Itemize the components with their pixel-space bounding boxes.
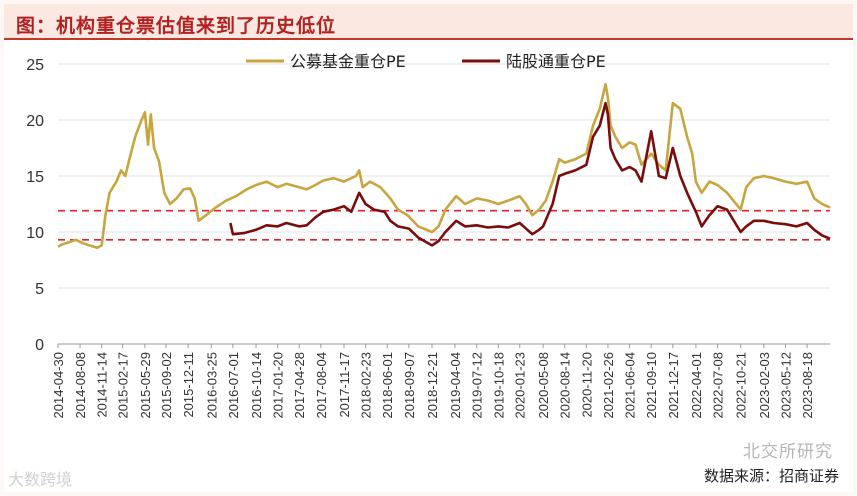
x-tick-label: 2023-08-18 [800,352,815,419]
x-tick-label: 2017-01-20 [271,352,286,419]
x-tick-label: 2015-05-29 [138,352,153,419]
series-group [57,82,831,249]
chart-frame [4,4,853,492]
x-tick-label: 2020-08-14 [558,352,573,419]
x-tick-label: 2014-11-14 [95,352,110,418]
x-tick-label: 2014-04-30 [51,352,66,419]
x-tick-label: 2018-12-21 [425,352,440,419]
legend-label-2: 陆股通重仓PE [506,52,606,71]
x-tick-label: 2022-04-01 [689,352,704,419]
x-tick-label: 2021-09-10 [644,352,659,419]
y-tick-label: 10 [26,225,44,242]
legend-label-1: 公募基金重仓PE [290,52,406,71]
title-bar: 图：机构重仓票估值来到了历史低位 [4,4,853,40]
x-tick-label: 2020-01-23 [513,352,528,419]
x-tick-label: 2015-09-02 [159,352,174,419]
x-tick-label: 2023-02-03 [757,352,772,419]
legend: 公募基金重仓PE 陆股通重仓PE [246,52,606,71]
x-tick-label: 2019-10-18 [491,352,506,419]
axes: 0 5 10 15 20 25 2014-04-30 2014-08-08 2014-11-14… [26,57,830,419]
y-tick-label: 15 [26,169,44,186]
x-tick-label: 2018-06-01 [380,352,395,419]
x-tick-label: 2017-04-28 [292,352,307,419]
x-tick-label: 2015-02-17 [116,352,131,419]
x-tick-label: 2022-07-08 [711,352,726,419]
y-tick-label: 5 [35,281,44,298]
watermark-left: 大数跨境 [8,470,73,489]
x-tick-label: 2016-10-14 [249,352,264,419]
y-tick-label: 20 [26,113,44,130]
x-tick-label: 2022-10-21 [734,352,749,419]
x-tick-label: 2021-06-04 [623,352,638,419]
x-tick-label: 2018-02-23 [359,352,374,419]
x-tick-label: 2023-05-12 [778,352,793,419]
x-tick-label: 2019-07-12 [470,352,485,419]
x-tick-label: 2020-11-20 [579,352,594,418]
y-tick-label: 0 [35,337,44,354]
x-tick-label: 2016-07-01 [226,352,241,419]
x-tick-label: 2021-02-26 [601,352,616,419]
x-tick-label: 2021-12-17 [666,352,681,419]
x-tick-label: 2015-12-11 [181,352,196,418]
x-tick-label: 2016-03-25 [204,352,219,419]
x-tick-label: 2018-09-07 [402,352,417,419]
x-tick-label: 2017-11-17 [337,352,352,418]
grid-lines [58,63,830,345]
x-tick-label: 2014-08-08 [73,352,88,419]
x-tick-label: 2020-05-08 [536,352,551,419]
page-title: 图：机构重仓票估值来到了历史低位 [16,15,337,37]
x-tick-label: 2017-08-04 [314,352,329,419]
data-source: 数据来源：招商证券 [703,467,839,485]
series-line-1 [57,82,831,249]
series-line-2 [229,101,831,247]
watermark: 北交所研究 [743,442,833,462]
y-tick-label: 25 [26,57,44,74]
x-tick-label: 2019-04-04 [448,352,463,419]
